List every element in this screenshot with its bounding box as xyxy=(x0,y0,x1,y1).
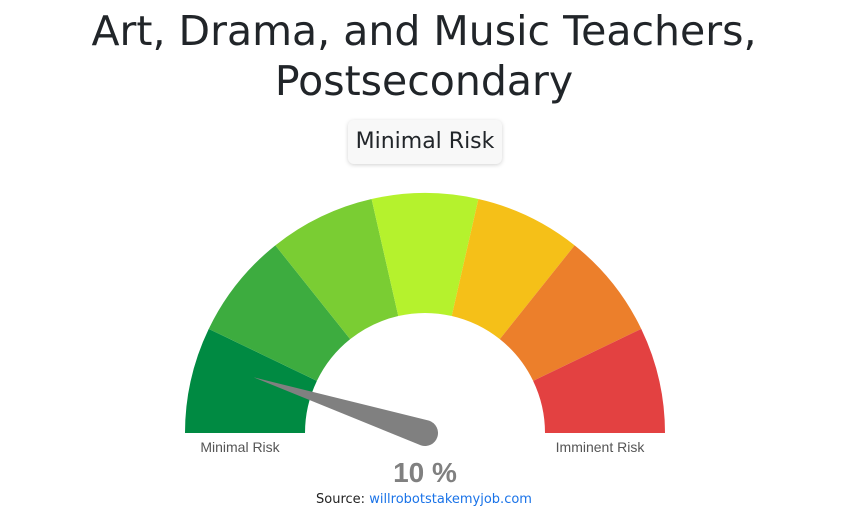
gauge-segment xyxy=(451,199,575,340)
gauge-segments xyxy=(185,193,665,433)
min-label: Minimal Risk xyxy=(200,439,280,455)
gauge-needle xyxy=(253,377,439,447)
gauge-segment xyxy=(208,245,351,381)
source-line: Source: willrobotstakemyjob.com xyxy=(0,492,848,507)
source-label: Source: xyxy=(316,492,366,507)
max-label: Imminent Risk xyxy=(556,439,646,455)
source-link[interactable]: willrobotstakemyjob.com xyxy=(369,492,532,507)
gauge-segment xyxy=(185,328,317,433)
value-label: 10 % xyxy=(393,457,457,488)
risk-badge: Minimal Risk xyxy=(348,120,502,164)
gauge-segment xyxy=(275,199,399,340)
gauge-segment xyxy=(499,245,642,381)
gauge-segment xyxy=(533,328,665,433)
gauge-segment xyxy=(371,193,479,317)
page-title: Art, Drama, and Music Teachers, Postseco… xyxy=(91,7,757,105)
